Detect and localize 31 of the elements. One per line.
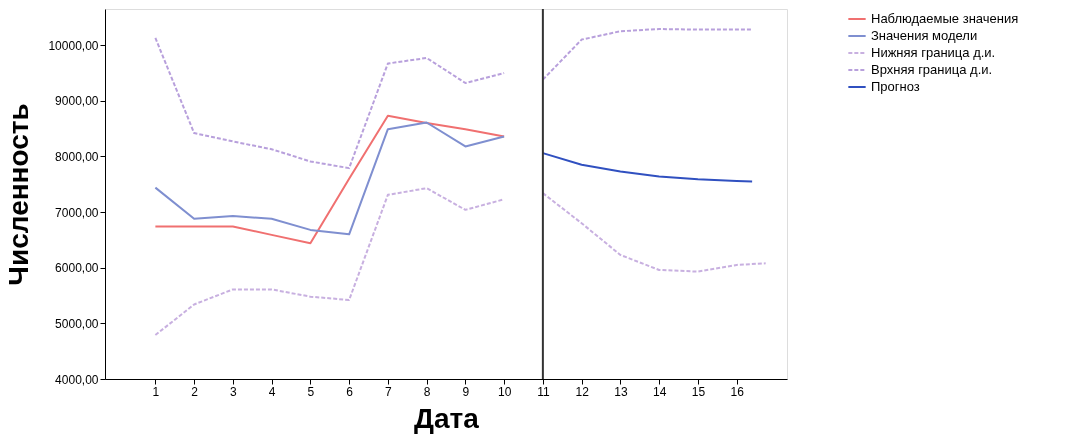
y-tick-label: 6000,00 — [55, 261, 99, 276]
legend-label: Прогноз — [871, 79, 920, 94]
x-tick-label: 11 — [537, 384, 550, 399]
x-tick-label: 13 — [614, 384, 628, 399]
y-axis-title: Численность — [3, 103, 35, 286]
legend-label: Врхняя граница д.и. — [871, 62, 993, 77]
y-tick-label: 4000,00 — [55, 372, 99, 387]
legend-label: Нижняя граница д.и. — [871, 45, 996, 60]
x-tick-label: 16 — [730, 384, 745, 399]
x-tick-label: 7 — [385, 384, 393, 399]
x-tick-label: 9 — [462, 384, 470, 399]
y-tick-label: 9000,00 — [55, 94, 99, 109]
y-tick-label: 7000,00 — [55, 205, 99, 220]
x-tick-label: 4 — [268, 384, 276, 399]
x-tick-label: 6 — [346, 384, 354, 399]
y-tick-label: 10000,00 — [48, 38, 99, 53]
legend-label: Значения модели — [871, 28, 978, 43]
x-axis-title: Дата — [414, 402, 480, 434]
x-tick-label: 5 — [307, 384, 315, 399]
line-series — [541, 152, 754, 183]
x-tick-label: 1 — [152, 384, 160, 399]
x-tick-label: 3 — [230, 384, 238, 399]
x-tick-label: 14 — [652, 384, 667, 399]
y-tick-label: 8000,00 — [55, 149, 99, 164]
y-tick-label: 5000,00 — [55, 316, 99, 331]
x-tick-label: 8 — [423, 384, 431, 399]
x-tick-label: 12 — [575, 384, 590, 399]
x-tick-label: 10 — [497, 384, 512, 399]
legend-label: Наблюдаемые значения — [871, 11, 1019, 26]
x-tick-label: 15 — [691, 384, 706, 399]
x-tick-label: 2 — [191, 384, 199, 399]
